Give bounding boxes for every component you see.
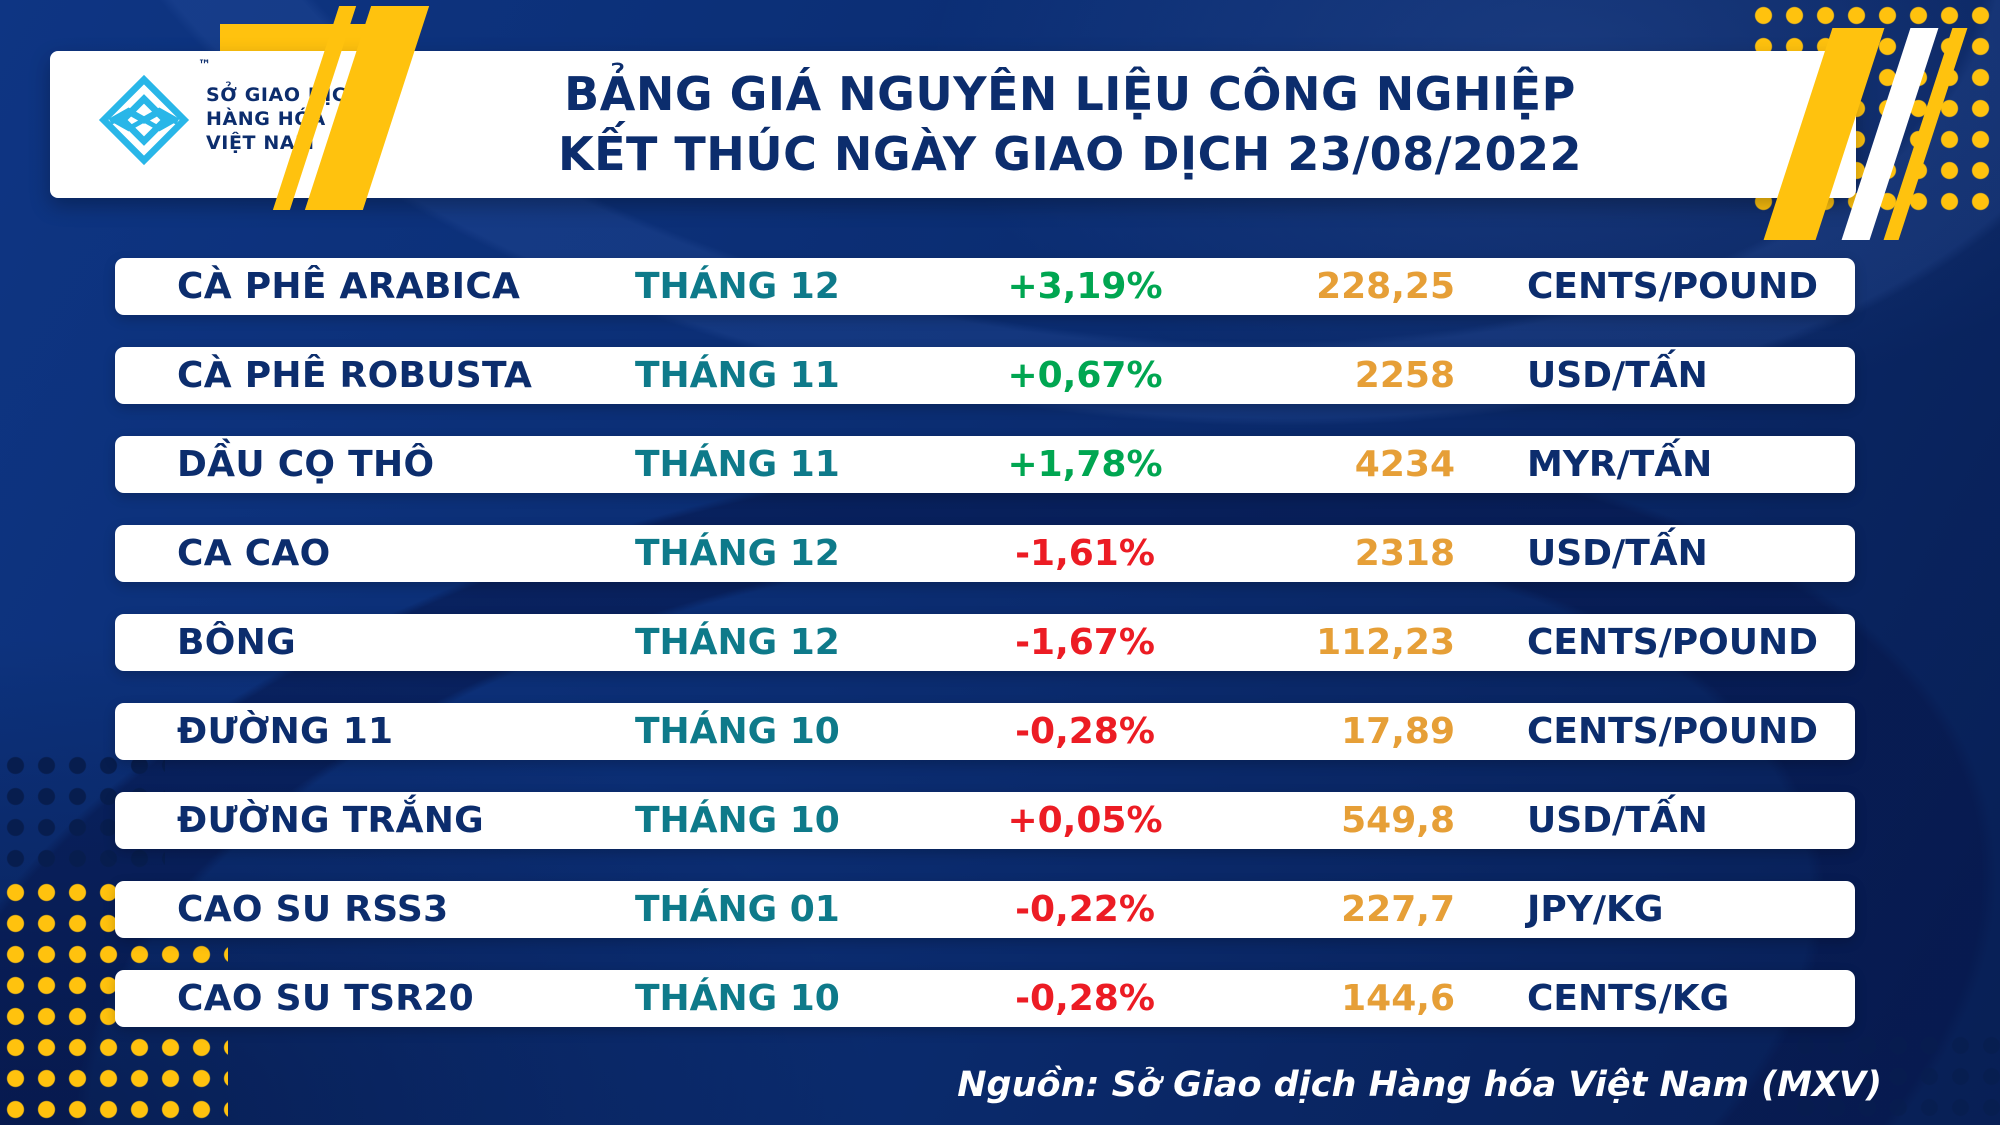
contract-month: THÁNG 11 [635,444,840,485]
price-unit: JPY/KG [1527,889,1664,930]
price-unit: USD/TẤN [1527,533,1708,574]
percent-change: +3,19% [1007,266,1163,307]
commodity-name: BÔNG [177,622,296,663]
table-row: CAO SU TSR20 THÁNG 10 -0,28% 144,6 CENTS… [115,970,1855,1027]
commodity-name: CAO SU RSS3 [177,889,449,930]
percent-change: -1,61% [1015,533,1155,574]
price-value: 228,25 [1316,266,1455,307]
price-unit: CENTS/KG [1527,978,1730,1019]
price-unit: MYR/TẤN [1527,444,1713,485]
contract-month: THÁNG 10 [635,711,840,752]
table-row: ĐƯỜNG 11 THÁNG 10 -0,28% 17,89 CENTS/POU… [115,703,1855,760]
percent-change: +1,78% [1007,444,1163,485]
mxv-logo: SỞ GIAO DỊCH HÀNG HÓA VIỆT NAM [96,72,363,168]
contract-month: THÁNG 10 [635,800,840,841]
price-unit: USD/TẤN [1527,355,1708,396]
commodity-name: CÀ PHÊ ARABICA [177,266,521,307]
trademark-symbol: ™ [198,58,211,73]
table-row: CÀ PHÊ ARABICA THÁNG 12 +3,19% 228,25 CE… [115,258,1855,315]
title-line-1: BẢNG GIÁ NGUYÊN LIỆU CÔNG NGHIỆP [564,66,1576,121]
logo-name-line1: SỞ GIAO DỊCH [206,84,363,107]
price-unit: CENTS/POUND [1527,266,1819,307]
price-value: 112,23 [1316,622,1455,663]
price-value: 227,7 [1341,889,1455,930]
contract-month: THÁNG 01 [635,889,840,930]
commodity-name: DẦU CỌ THÔ [177,444,435,485]
percent-change: +0,05% [1007,800,1163,841]
percent-change: +0,67% [1007,355,1163,396]
logo-name-line3: VIỆT NAM [206,131,315,154]
table-row: CAO SU RSS3 THÁNG 01 -0,22% 227,7 JPY/KG [115,881,1855,938]
contract-month: THÁNG 12 [635,266,840,307]
price-value: 2258 [1354,355,1455,396]
price-unit: CENTS/POUND [1527,711,1819,752]
table-row: CA CAO THÁNG 12 -1,61% 2318 USD/TẤN [115,525,1855,582]
commodity-name: CA CAO [177,533,331,574]
price-value: 144,6 [1341,978,1455,1019]
price-unit: CENTS/POUND [1527,622,1819,663]
commodity-name: ĐƯỜNG TRẮNG [177,800,485,841]
commodity-name: CÀ PHÊ ROBUSTA [177,355,533,396]
table-row: BÔNG THÁNG 12 -1,67% 112,23 CENTS/POUND [115,614,1855,671]
mxv-logo-icon [96,72,192,168]
logo-name-line2: HÀNG HÓA [206,108,326,131]
price-value: 17,89 [1341,711,1455,752]
page-title: BẢNG GIÁ NGUYÊN LIỆU CÔNG NGHIỆP KẾT THÚ… [430,51,1710,198]
mxv-logo-text: SỞ GIAO DỊCH HÀNG HÓA VIỆT NAM [206,84,363,155]
price-table: CÀ PHÊ ARABICA THÁNG 12 +3,19% 228,25 CE… [115,258,1855,1027]
price-value: 549,8 [1341,800,1455,841]
commodity-name: ĐƯỜNG 11 [177,711,394,752]
contract-month: THÁNG 12 [635,622,840,663]
diagonal-stripe [1841,28,1939,240]
percent-change: -0,22% [1015,889,1155,930]
contract-month: THÁNG 11 [635,355,840,396]
diagonal-stripe [1883,28,1968,240]
title-line-2: KẾT THÚC NGÀY GIAO DỊCH 23/08/2022 [557,126,1583,181]
price-value: 2318 [1354,533,1455,574]
contract-month: THÁNG 10 [635,978,840,1019]
source-credit: Nguồn: Sở Giao dịch Hàng hóa Việt Nam (M… [957,1065,1882,1105]
contract-month: THÁNG 12 [635,533,840,574]
price-value: 4234 [1354,444,1455,485]
price-unit: USD/TẤN [1527,800,1708,841]
percent-change: -0,28% [1015,711,1155,752]
table-row: ĐƯỜNG TRẮNG THÁNG 10 +0,05% 549,8 USD/TẤ… [115,792,1855,849]
commodity-name: CAO SU TSR20 [177,978,475,1019]
percent-change: -1,67% [1015,622,1155,663]
percent-change: -0,28% [1015,978,1155,1019]
table-row: CÀ PHÊ ROBUSTA THÁNG 11 +0,67% 2258 USD/… [115,347,1855,404]
table-row: DẦU CỌ THÔ THÁNG 11 +1,78% 4234 MYR/TẤN [115,436,1855,493]
